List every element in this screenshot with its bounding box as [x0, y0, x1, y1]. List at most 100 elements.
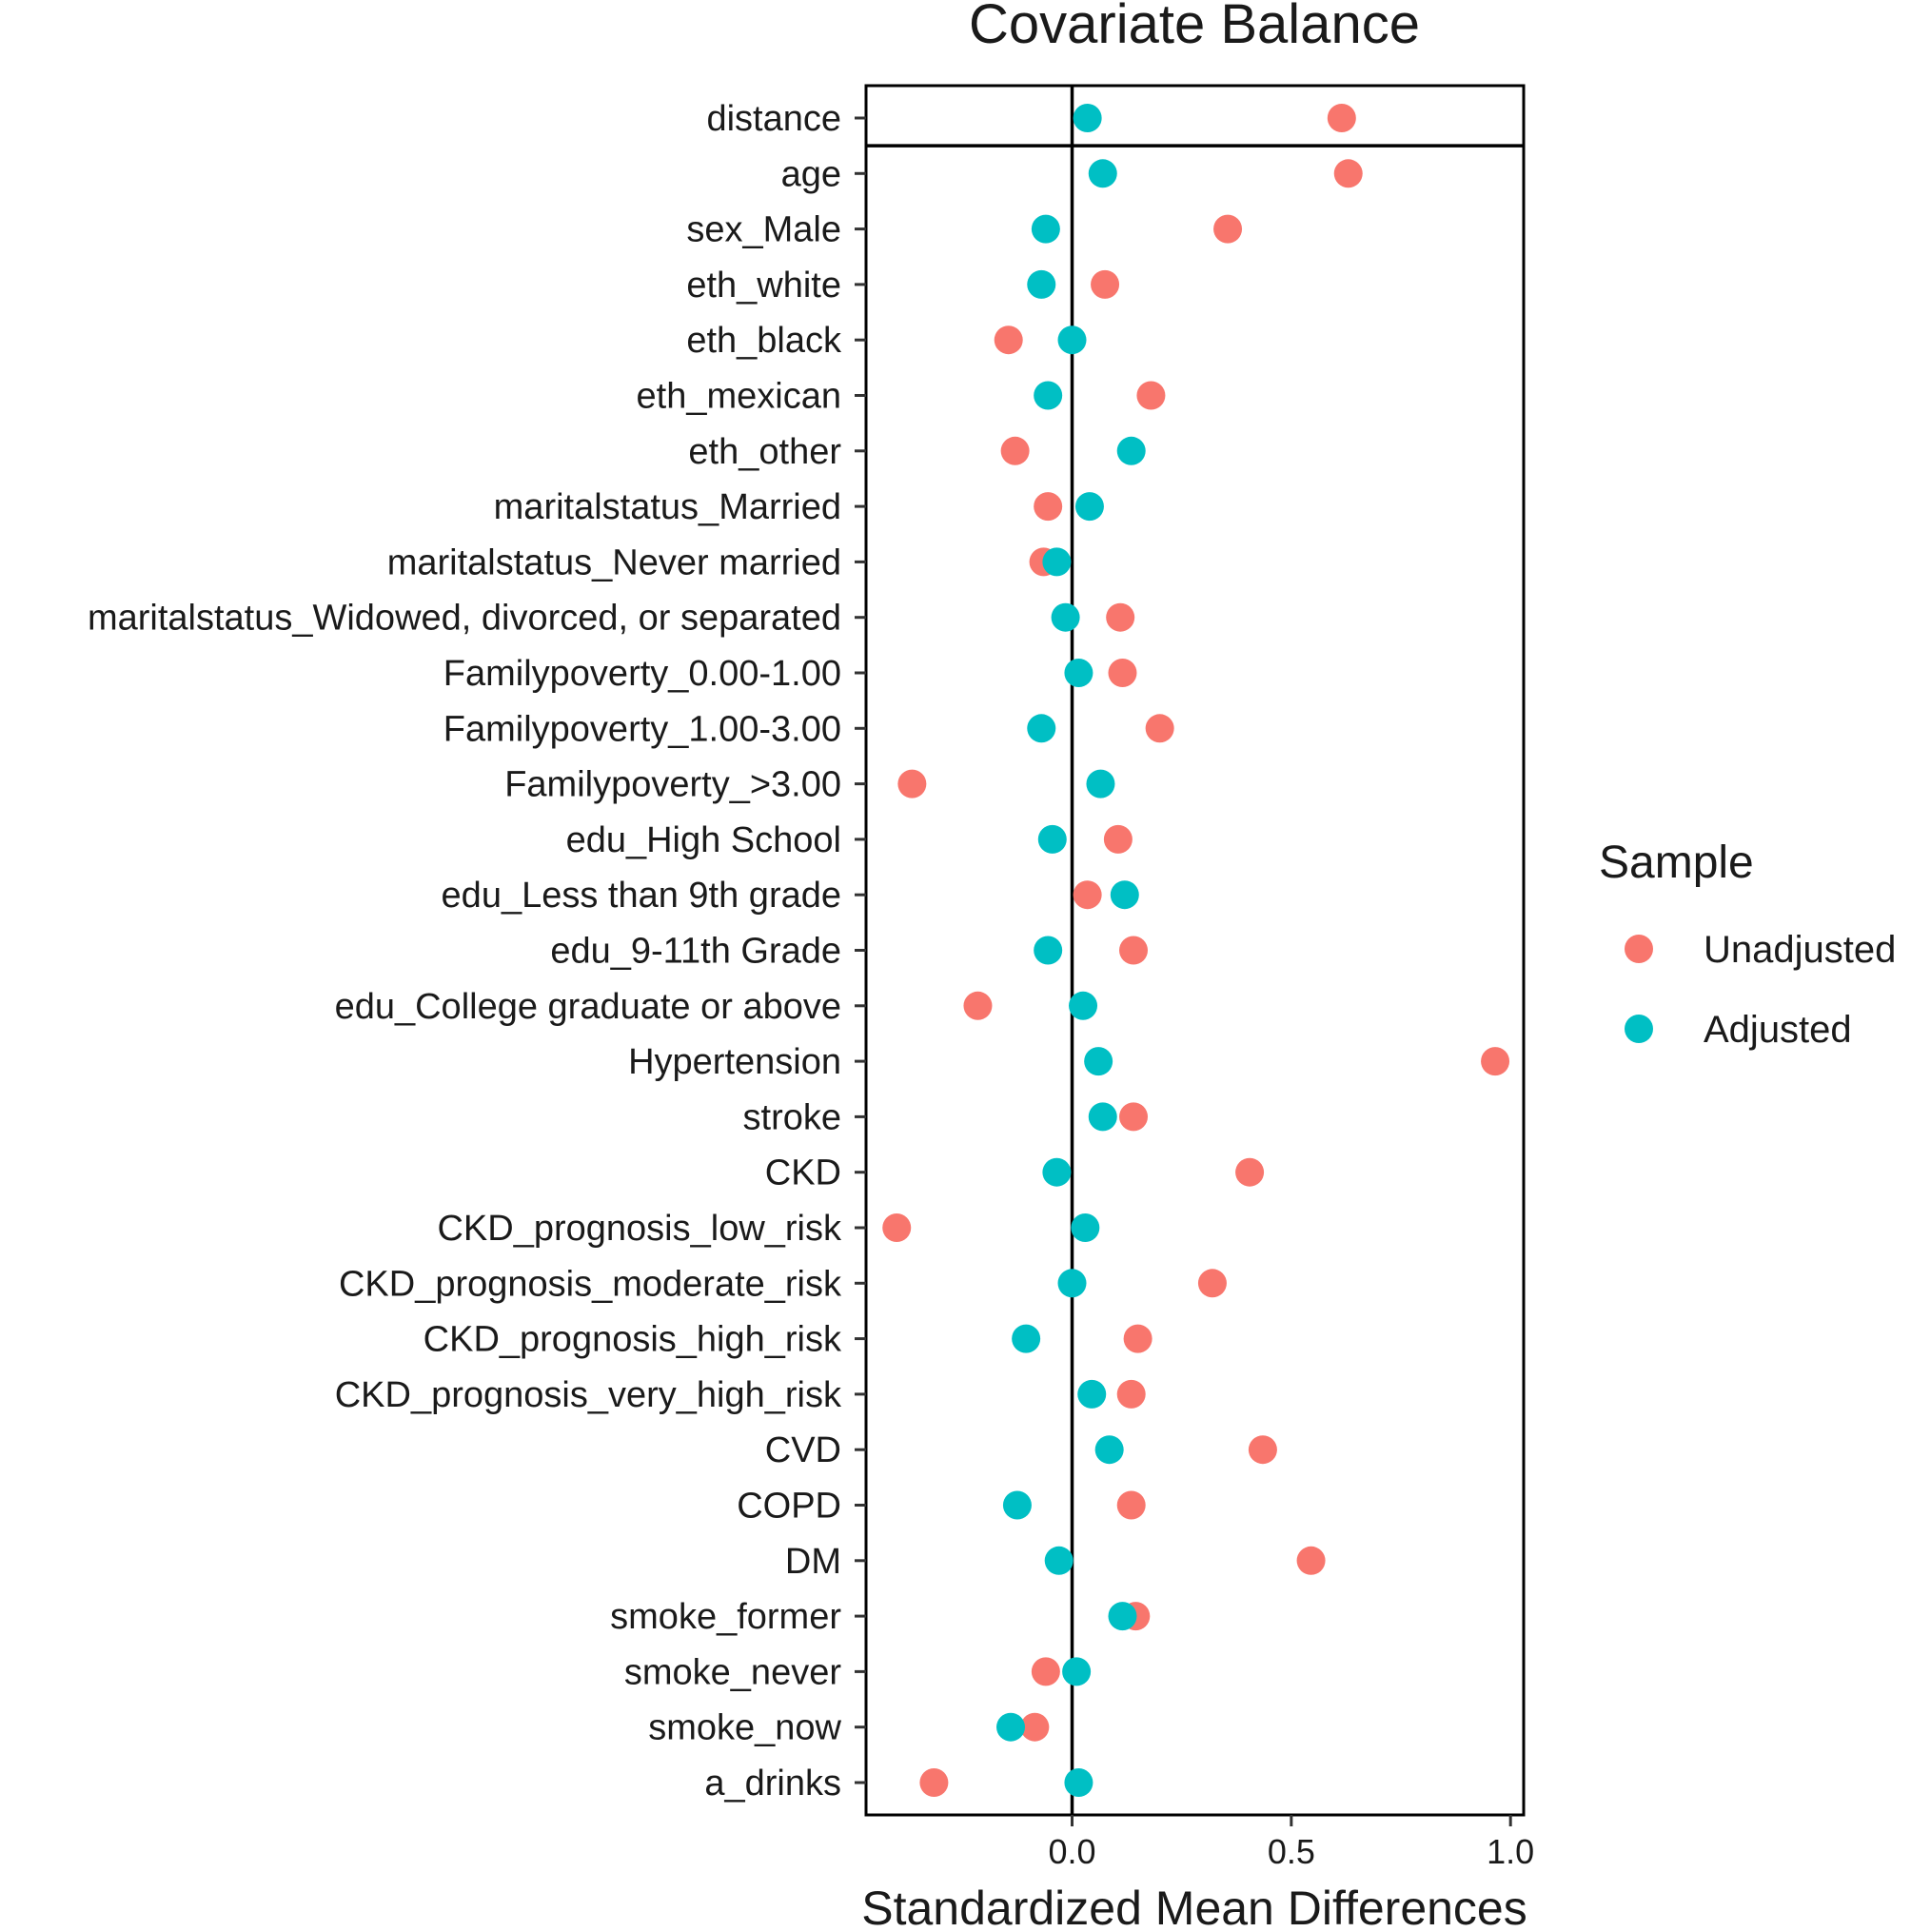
point-adjusted: [1073, 104, 1102, 132]
point-unadjusted: [963, 991, 993, 1020]
y-tick-label: edu_9-11th Grade: [550, 932, 841, 972]
point-adjusted: [1042, 547, 1072, 577]
point-adjusted: [1057, 325, 1087, 355]
point-unadjusted: [1119, 936, 1149, 965]
point-adjusted: [1077, 1379, 1107, 1409]
y-tick-label: eth_white: [686, 266, 841, 306]
y-tick-label: distance: [706, 99, 841, 139]
point-adjusted: [1057, 1269, 1087, 1298]
y-tick-label: CVD: [765, 1430, 841, 1470]
y-tick-label: DM: [785, 1542, 841, 1582]
point-unadjusted: [1031, 1657, 1060, 1686]
point-adjusted: [1088, 1102, 1117, 1132]
point-unadjusted: [1091, 269, 1120, 299]
point-adjusted: [1042, 1157, 1072, 1187]
point-unadjusted: [994, 325, 1023, 355]
plot-panel: [864, 84, 1526, 1817]
y-tick-label: edu_High School: [566, 820, 841, 860]
point-unadjusted: [1213, 214, 1243, 244]
point-adjusted: [1071, 1213, 1100, 1242]
y-tick-label: Familypoverty_0.00-1.00: [443, 654, 841, 694]
point-adjusted: [1108, 1602, 1137, 1631]
y-tick-label: CKD_prognosis_moderate_risk: [339, 1264, 842, 1304]
y-tick-label: smoke_now: [648, 1708, 841, 1748]
point-adjusted: [1064, 1768, 1093, 1797]
point-adjusted: [1002, 1490, 1032, 1520]
legend: Sample Unadjusted Adjusted: [1599, 838, 1896, 1051]
y-tick-label: eth_other: [688, 432, 841, 472]
point-unadjusted: [1000, 436, 1030, 465]
point-adjusted: [1110, 880, 1139, 910]
point-adjusted: [1012, 1324, 1041, 1353]
point-adjusted: [996, 1712, 1026, 1742]
legend-key-unadjusted: [1625, 935, 1653, 963]
point-unadjusted: [1106, 602, 1135, 632]
point-unadjusted: [1145, 714, 1174, 743]
point-adjusted: [1027, 269, 1056, 299]
y-tick-label: CKD: [765, 1153, 841, 1193]
point-unadjusted: [1108, 659, 1137, 687]
y-tick-label: a_drinks: [704, 1764, 841, 1804]
y-tick-label: edu_College graduate or above: [335, 987, 841, 1027]
point-unadjusted: [1119, 1102, 1149, 1132]
legend-label-unadjusted: Unadjusted: [1704, 929, 1896, 971]
y-tick-label: CKD_prognosis_low_risk: [437, 1209, 842, 1249]
point-unadjusted: [1034, 492, 1063, 522]
y-tick-label: maritalstatus_Married: [494, 487, 841, 527]
point-adjusted: [1034, 936, 1063, 965]
y-tick-label: smoke_never: [624, 1652, 841, 1692]
point-unadjusted: [882, 1213, 912, 1242]
point-unadjusted: [1333, 159, 1363, 188]
point-unadjusted: [1116, 1490, 1146, 1520]
legend-key-adjusted: [1625, 1015, 1653, 1043]
y-tick-label: smoke_former: [610, 1597, 841, 1637]
point-unadjusted: [1248, 1435, 1277, 1465]
point-adjusted: [1034, 381, 1063, 410]
y-tick-label: CKD_prognosis_high_risk: [424, 1320, 842, 1360]
y-tick-label: CKD_prognosis_very_high_risk: [335, 1375, 842, 1415]
chart-title: Covariate Balance: [969, 0, 1420, 55]
point-unadjusted: [1197, 1269, 1227, 1298]
point-adjusted: [1074, 492, 1104, 522]
point-adjusted: [1062, 1657, 1092, 1686]
point-unadjusted: [1103, 824, 1133, 854]
point-adjusted: [1116, 436, 1146, 465]
point-adjusted: [1044, 1546, 1074, 1575]
point-unadjusted: [1136, 381, 1166, 410]
point-adjusted: [1084, 1047, 1113, 1076]
y-tick-label: edu_Less than 9th grade: [442, 876, 841, 916]
point-unadjusted: [1296, 1546, 1326, 1575]
legend-label-adjusted: Adjusted: [1704, 1009, 1852, 1051]
point-adjusted: [1051, 602, 1080, 632]
point-unadjusted: [1235, 1157, 1265, 1187]
point-unadjusted: [1481, 1047, 1510, 1076]
x-axis-label: Standardized Mean Differences: [861, 1882, 1527, 1932]
point-adjusted: [1086, 769, 1115, 798]
point-unadjusted: [897, 769, 927, 798]
y-tick-label: eth_mexican: [637, 377, 841, 417]
y-tick-label: COPD: [737, 1487, 841, 1527]
y-tick-label: eth_black: [686, 321, 842, 361]
point-unadjusted: [1327, 104, 1356, 132]
x-tick-label: 0.0: [1048, 1832, 1095, 1871]
legend-title: Sample: [1599, 838, 1754, 888]
y-tick-label: age: [781, 154, 841, 194]
point-adjusted: [1037, 824, 1067, 854]
point-unadjusted: [1116, 1379, 1146, 1409]
point-unadjusted: [1073, 880, 1102, 910]
point-adjusted: [1088, 159, 1117, 188]
point-unadjusted: [1123, 1324, 1153, 1353]
y-tick-label: sex_Male: [686, 210, 841, 250]
y-tick-label: stroke: [743, 1097, 841, 1137]
x-tick-label: 0.5: [1268, 1832, 1315, 1871]
y-tick-label: Hypertension: [628, 1042, 841, 1082]
point-unadjusted: [919, 1768, 949, 1797]
point-unadjusted: [1020, 1712, 1050, 1742]
point-adjusted: [1027, 714, 1056, 743]
point-adjusted: [1069, 991, 1098, 1020]
y-tick-label: maritalstatus_Never married: [387, 542, 841, 582]
y-tick-label: Familypoverty_>3.00: [504, 765, 841, 805]
x-tick-label: 1.0: [1487, 1832, 1534, 1871]
y-tick-label: maritalstatus_Widowed, divorced, or sepa…: [88, 599, 841, 639]
